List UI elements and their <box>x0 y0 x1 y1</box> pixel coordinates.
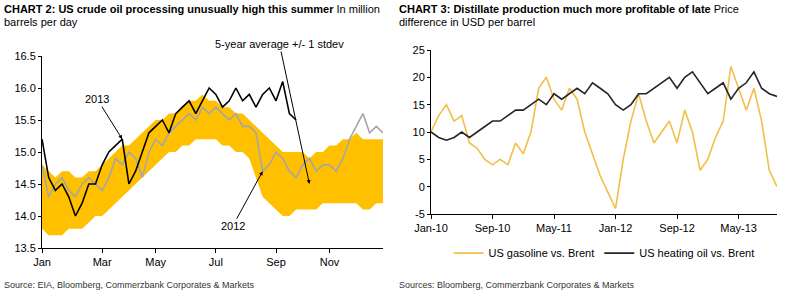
svg-text:10: 10 <box>413 126 425 138</box>
html-text:Sources: Bloomberg, Commerzban: Sources: Bloomberg, Commerzbank Corporat… <box>399 280 635 290</box>
svg-text:14.5: 14.5 <box>14 178 35 190</box>
svg-text:Jan-12: Jan-12 <box>599 222 633 234</box>
svg-text:13.5: 13.5 <box>14 242 35 254</box>
svg-text:15.5: 15.5 <box>14 114 35 126</box>
svg-text:May-13: May-13 <box>720 222 757 234</box>
svg-text:2012: 2012 <box>221 220 245 232</box>
svg-text:-5: -5 <box>415 208 425 220</box>
svg-text:Sep-12: Sep-12 <box>659 222 694 234</box>
svg-text:US heating oil vs. Brent: US heating oil vs. Brent <box>639 247 754 259</box>
svg-text:15.0: 15.0 <box>14 146 35 158</box>
svg-text:Sep-10: Sep-10 <box>475 222 510 234</box>
svg-text:16.5: 16.5 <box>14 50 35 62</box>
svg-text:0: 0 <box>419 181 425 193</box>
svg-text:15: 15 <box>413 99 425 111</box>
svg-text:25: 25 <box>413 44 425 56</box>
html-text:CHART 2: US crude oil processi: CHART 2: US crude oil processing unusual… <box>4 3 380 28</box>
svg-text:5-year average +/- 1 stdev: 5-year average +/- 1 stdev <box>215 38 344 50</box>
svg-text:Mar: Mar <box>93 256 112 268</box>
svg-text:14.0: 14.0 <box>14 210 35 222</box>
svg-text:Jan-10: Jan-10 <box>414 222 448 234</box>
svg-text:Jan: Jan <box>33 256 51 268</box>
svg-text:US gasoline vs. Brent: US gasoline vs. Brent <box>489 247 595 259</box>
svg-text:May: May <box>145 256 166 268</box>
svg-text:Sep: Sep <box>266 256 286 268</box>
svg-text:5: 5 <box>419 153 425 165</box>
svg-text:2013: 2013 <box>85 93 109 105</box>
svg-text:Jul: Jul <box>209 256 223 268</box>
svg-text:20: 20 <box>413 71 425 83</box>
html-text:Source: EIA, Bloomberg, Commer: Source: EIA, Bloomberg, Commerzbank Corp… <box>4 280 255 290</box>
html-text:CHART 3: Distillate production: CHART 3: Distillate production much more… <box>399 3 739 28</box>
svg-text:16.0: 16.0 <box>14 82 35 94</box>
svg-text:May-11: May-11 <box>536 222 572 234</box>
svg-text:Nov: Nov <box>320 256 340 268</box>
